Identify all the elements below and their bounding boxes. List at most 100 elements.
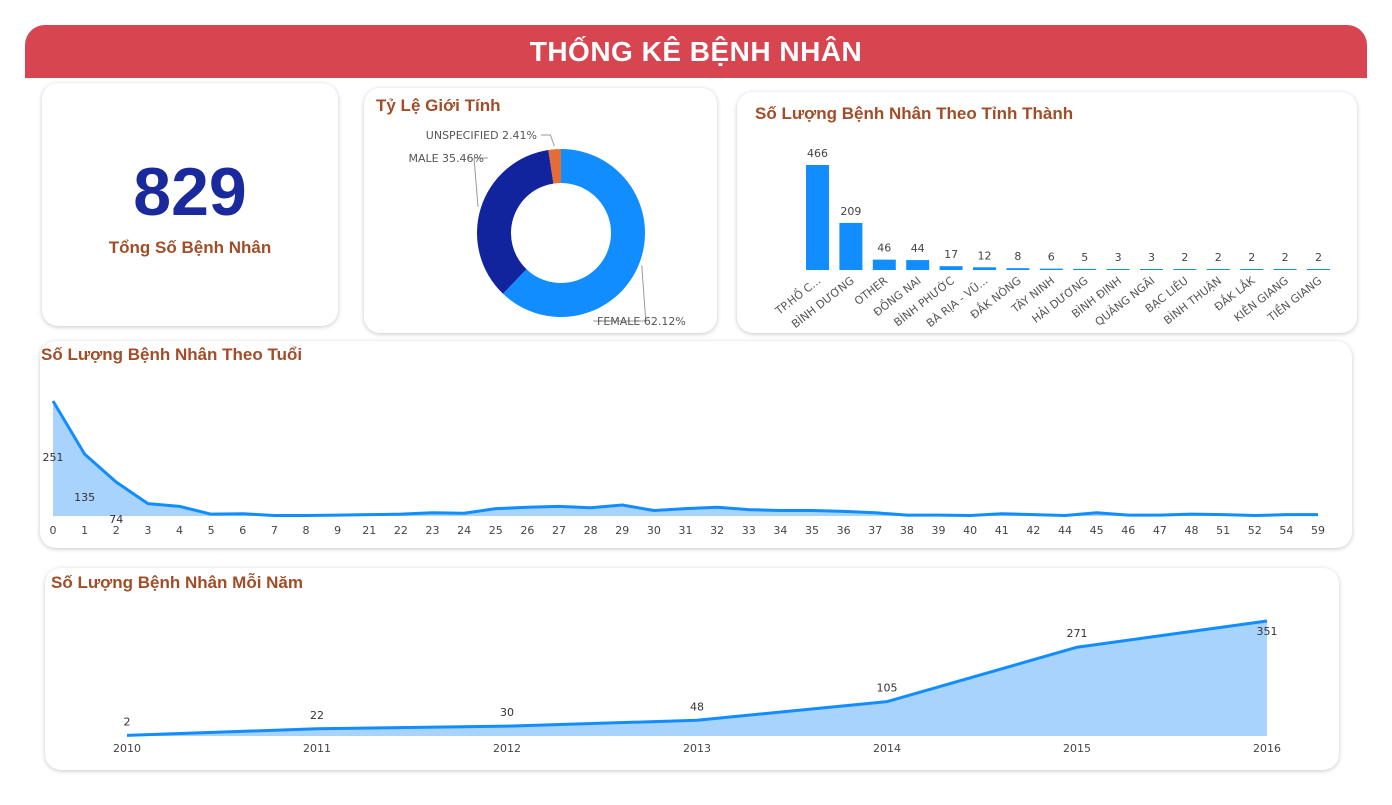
bar-value-label: 8 xyxy=(1014,250,1021,263)
bar-3 xyxy=(906,260,930,270)
bar-2 xyxy=(872,259,896,270)
bar-value-label: 3 xyxy=(1115,251,1122,264)
area-line xyxy=(126,619,1268,737)
x-tick-label: 28 xyxy=(584,524,598,537)
bar-value-label: 12 xyxy=(978,249,992,262)
bar-7 xyxy=(1039,268,1063,270)
bar-0 xyxy=(806,165,829,270)
x-tick-label: 5 xyxy=(208,524,215,537)
x-tick-label: 40 xyxy=(963,524,977,537)
x-tick-label: 0 xyxy=(50,524,57,537)
donut-leader-line xyxy=(473,157,488,207)
x-tick-label: 44 xyxy=(1058,524,1072,537)
x-tick-label: 47 xyxy=(1153,524,1167,537)
area-fill xyxy=(127,621,1267,736)
x-tick-label: 29 xyxy=(615,524,629,537)
bar-4 xyxy=(939,266,963,270)
point-label: 22 xyxy=(310,709,324,722)
gender-ratio-card[interactable]: Tỷ Lệ Giới Tính FEMALE 62.12% MALE 35.46%… xyxy=(364,88,717,333)
bar-value-label: 2 xyxy=(1181,251,1188,264)
bar-15 xyxy=(1307,269,1330,270)
donut-slice-male xyxy=(477,149,554,294)
donut-slice-female xyxy=(503,149,645,317)
x-tick-label: 2 xyxy=(113,524,120,537)
bar-9 xyxy=(1106,269,1130,270)
bar-8 xyxy=(1073,268,1097,270)
total-patients-label: Tổng Số Bệnh Nhân xyxy=(108,238,272,257)
x-tick-label: 2010 xyxy=(113,742,141,755)
point-label: 271 xyxy=(1067,627,1088,640)
x-tick-label: 26 xyxy=(520,524,534,537)
point-label: 74 xyxy=(109,513,123,526)
bar-value-label: 3 xyxy=(1148,251,1155,264)
bar-value-label: 46 xyxy=(877,242,891,255)
bar-value-label: 2 xyxy=(1215,251,1222,264)
age-area-chart: 0 1 2 3 4 5 6 7 8 9 21 22 23 24 25 26 27 28 29 30 31 32 33 34 35… xyxy=(43,400,1325,537)
x-tick-label: 2015 xyxy=(1063,742,1091,755)
year-card[interactable]: Số Lượng Bệnh Nhân Mỗi Năm 2010 2011 2012 2… xyxy=(45,568,1339,770)
bar-value-label: 17 xyxy=(944,248,958,261)
bar-category-label: HẢI DƯƠNG xyxy=(1029,273,1091,325)
point-label: 251 xyxy=(43,451,64,464)
x-tick-label: 2011 xyxy=(303,742,331,755)
x-tick-label: 2016 xyxy=(1253,742,1281,755)
point-label: 135 xyxy=(74,491,95,504)
x-tick-label: 3 xyxy=(144,524,151,537)
x-tick-label: 1 xyxy=(81,524,88,537)
x-tick-label: 21 xyxy=(362,524,376,537)
donut-leader-line xyxy=(541,134,555,147)
x-tick-label: 7 xyxy=(271,524,278,537)
x-tick-label: 30 xyxy=(647,524,661,537)
bar-5 xyxy=(973,267,996,270)
bar-value-label: 209 xyxy=(840,205,861,218)
x-tick-label: 31 xyxy=(679,524,693,537)
x-tick-label: 39 xyxy=(932,524,946,537)
donut-label-unspecified: UNSPECIFIED 2.41% xyxy=(426,129,537,142)
x-tick-label: 8 xyxy=(303,524,310,537)
bar-value-label: 44 xyxy=(911,242,925,255)
donut-label-male: MALE 35.46% xyxy=(408,152,484,165)
point-label: 351 xyxy=(1257,625,1278,638)
bar-14 xyxy=(1273,269,1297,270)
gender-chart-title: Tỷ Lệ Giới Tính xyxy=(376,96,501,115)
x-tick-label: 24 xyxy=(457,524,471,537)
bar-value-label: 5 xyxy=(1081,251,1088,264)
x-tick-label: 34 xyxy=(773,524,787,537)
x-tick-label: 22 xyxy=(394,524,408,537)
bar-value-label: 2 xyxy=(1248,251,1255,264)
bar-12 xyxy=(1206,269,1230,270)
bar-6 xyxy=(1006,268,1030,270)
dashboard-title: THỐNG KÊ BỆNH NHÂN xyxy=(529,35,863,67)
age-chart-title: Số Lượng Bệnh Nhân Theo Tuổi xyxy=(41,345,303,364)
x-tick-label: 6 xyxy=(239,524,246,537)
point-label: 2 xyxy=(124,715,131,728)
bar-10 xyxy=(1140,269,1163,270)
x-tick-label: 32 xyxy=(710,524,724,537)
x-tick-label: 41 xyxy=(995,524,1009,537)
area-fill xyxy=(53,401,1318,516)
x-tick-label: 35 xyxy=(805,524,819,537)
x-tick-label: 9 xyxy=(334,524,341,537)
point-label: 48 xyxy=(690,700,704,713)
x-tick-label: 2014 xyxy=(873,742,901,755)
bar-13 xyxy=(1240,269,1264,270)
total-patients-card[interactable]: 829 Tổng Số Bệnh Nhân xyxy=(42,83,338,326)
total-patients-value: 829 xyxy=(133,154,247,230)
x-tick-label: 2012 xyxy=(493,742,521,755)
bar-value-label: 2 xyxy=(1315,251,1322,264)
x-tick-label: 2013 xyxy=(683,742,711,755)
x-tick-label: 52 xyxy=(1248,524,1262,537)
province-card[interactable]: Số Lượng Bệnh Nhân Theo Tỉnh Thành 466 TP… xyxy=(737,92,1357,333)
x-tick-label: 27 xyxy=(552,524,566,537)
dashboard-header: THỐNG KÊ BỆNH NHÂN xyxy=(25,25,1367,78)
x-tick-label: 25 xyxy=(489,524,503,537)
x-tick-label: 36 xyxy=(837,524,851,537)
bar-11 xyxy=(1173,269,1197,270)
x-tick-label: 59 xyxy=(1311,524,1325,537)
year-chart-title: Số Lượng Bệnh Nhân Mỗi Năm xyxy=(51,573,304,592)
point-label: 30 xyxy=(500,706,514,719)
bar-value-label: 2 xyxy=(1282,251,1289,264)
